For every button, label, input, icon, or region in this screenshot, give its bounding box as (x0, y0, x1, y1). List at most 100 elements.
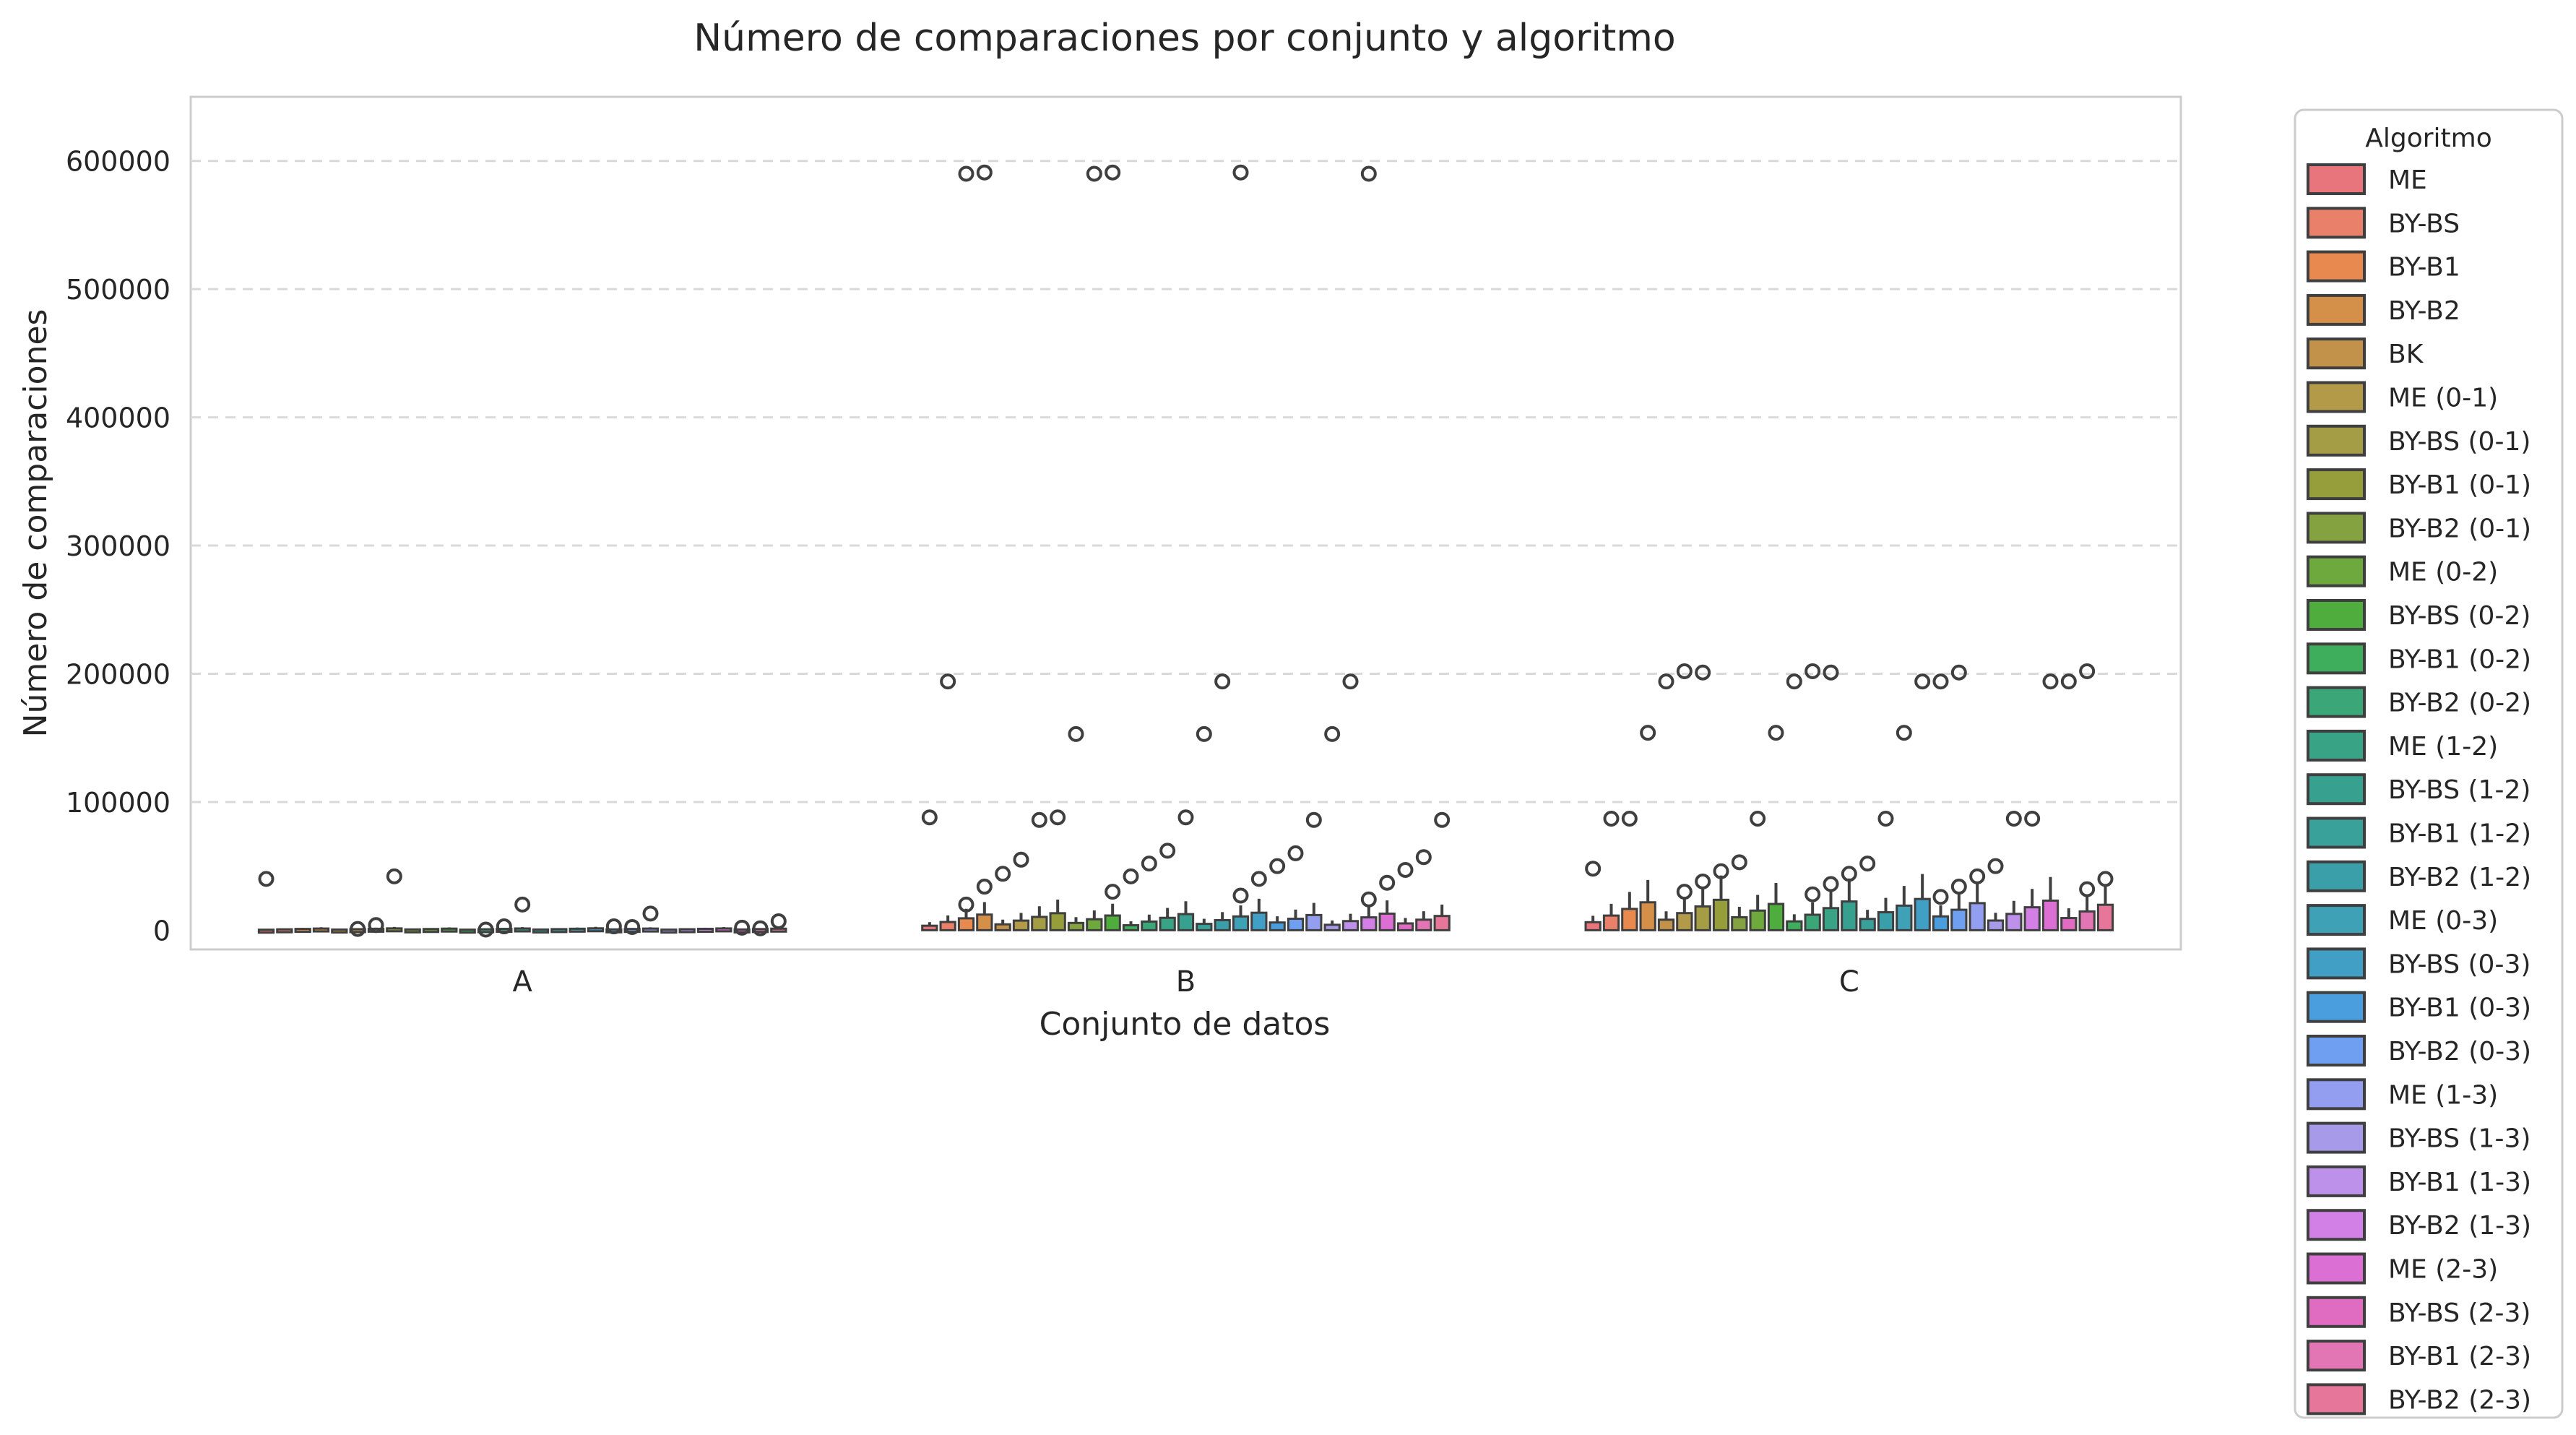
series-B (921, 164, 1451, 931)
box (1104, 914, 1121, 931)
legend-swatch (2307, 599, 2366, 631)
outlier-point (1823, 664, 1839, 681)
y-axis-label: Número de comparaciones (17, 309, 54, 738)
outlier-point (624, 918, 641, 935)
legend-swatch (2307, 904, 2366, 936)
box (641, 927, 660, 933)
legend-swatch (2307, 1296, 2366, 1328)
outlier-point (1397, 861, 1414, 878)
legend-label: ME (1-3) (2388, 1080, 2498, 1110)
outlier-point (1232, 887, 1249, 904)
box (532, 928, 550, 934)
outlier-point (1232, 164, 1249, 181)
box (1159, 916, 1176, 931)
y-tick-label: 500000 (66, 274, 170, 306)
outlier-point (1214, 673, 1231, 690)
outlier-point (1305, 811, 1322, 828)
box (1067, 921, 1085, 931)
legend-swatch (2307, 163, 2366, 195)
legend-items: ME BY-BS BY-B1 BY-B2 BK ME (0-1) BY-BS (0-1) BY… (2307, 163, 2531, 1415)
outlier-point (1105, 884, 1121, 900)
outlier-point (642, 905, 659, 922)
outlier-point (1658, 673, 1674, 690)
outlier-point (1969, 868, 1986, 884)
box (422, 928, 440, 934)
legend-label: ME (1-2) (2388, 732, 2498, 762)
outlier-point (1068, 725, 1084, 742)
box (1214, 918, 1231, 931)
legend-label: BY-BS (1-3) (2388, 1124, 2530, 1154)
y-tick-label: 600000 (66, 146, 170, 178)
legend-swatch (2307, 381, 2366, 413)
legend-label: ME (0-3) (2388, 906, 2498, 936)
legend-label: ME (2388, 165, 2427, 195)
box (459, 928, 476, 934)
box (1676, 912, 1693, 931)
box (1987, 919, 2005, 931)
legend-swatch (2307, 686, 2366, 718)
box (587, 927, 605, 933)
legend-swatch (2307, 468, 2366, 501)
legend-label: BY-B2 (1-3) (2388, 1211, 2531, 1241)
box (1767, 902, 1785, 931)
series-A (257, 868, 787, 938)
box (1731, 915, 1748, 931)
box (294, 928, 311, 934)
outlier-point (1141, 856, 1157, 872)
box (404, 928, 421, 934)
outlier-point (1932, 673, 1949, 690)
box (1749, 909, 1766, 931)
box (1086, 918, 1103, 931)
legend-swatch (2307, 1340, 2366, 1372)
outlier-point (1695, 664, 1711, 681)
legend-swatch (2307, 1035, 2366, 1066)
outlier-point (1950, 664, 1967, 681)
box (921, 924, 938, 931)
y-tick-label: 400000 (66, 402, 170, 434)
box (1415, 918, 1432, 931)
box (1694, 905, 1711, 931)
outlier-point (1324, 725, 1341, 742)
box (939, 921, 956, 931)
outlier-point (368, 917, 384, 934)
outlier-point (514, 896, 531, 913)
legend-swatch (2307, 947, 2366, 980)
box (1786, 920, 1803, 931)
legend-swatch (2307, 642, 2366, 675)
outlier-point (1932, 889, 1949, 905)
outlier-point (1695, 873, 1711, 889)
box (2041, 899, 2059, 931)
outlier-point (770, 913, 787, 929)
legend-label: BY-BS (0-2) (2388, 601, 2530, 631)
outlier-point (1841, 866, 1857, 882)
outlier-point (1342, 673, 1359, 690)
outlier-point (386, 868, 402, 884)
box (1396, 922, 1414, 931)
outlier-point (2097, 871, 2114, 887)
outlier-point (1896, 725, 1912, 741)
outlier-point (1434, 811, 1451, 828)
outlier-point (1731, 854, 1747, 871)
outlier-point (1750, 811, 1766, 827)
outlier-point (734, 919, 751, 936)
legend-swatch (2307, 991, 2366, 1023)
outlier-point (1105, 164, 1121, 181)
outlier-point (605, 918, 622, 935)
legend-label: ME (2-3) (2388, 1255, 2498, 1285)
outlier-point (1914, 673, 1931, 690)
box (1602, 914, 1620, 931)
legend-label: BY-B2 (0-2) (2388, 689, 2531, 718)
box (1012, 919, 1030, 931)
legend-swatch (2307, 512, 2366, 544)
x-axis-label: Conjunto de datos (1040, 1006, 1331, 1043)
outlier-point (1823, 876, 1839, 892)
legend-swatch (2307, 1121, 2366, 1154)
outlier-point (1250, 871, 1267, 887)
box (276, 928, 293, 934)
outlier-point (1379, 874, 1396, 891)
legend-label: BY-B1 (2388, 253, 2460, 283)
outlier-point (2079, 881, 2096, 897)
outlier-point (2024, 811, 2041, 827)
box (1323, 923, 1341, 931)
box (514, 927, 531, 933)
